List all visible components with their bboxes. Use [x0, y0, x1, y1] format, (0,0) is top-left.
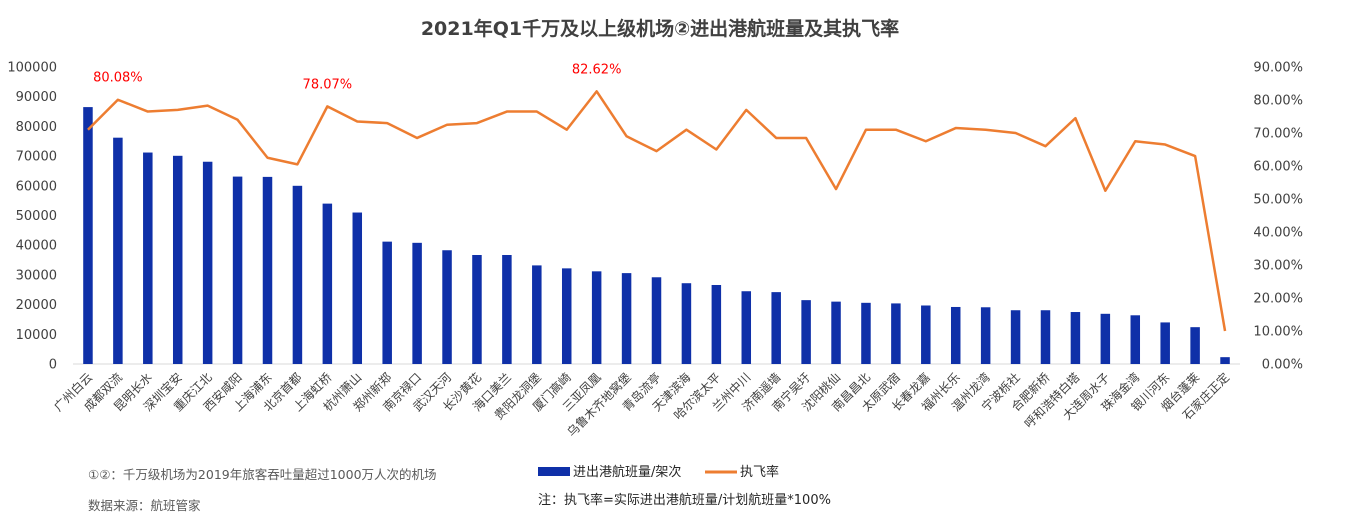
legend: 进出港航班量/架次 执飞率 — [538, 464, 779, 480]
bar — [143, 152, 153, 364]
bar — [1190, 327, 1200, 364]
bar — [771, 292, 781, 364]
bar — [1010, 310, 1021, 364]
bar — [651, 277, 662, 364]
bar — [262, 176, 273, 364]
bar — [1040, 310, 1051, 364]
data-label: 78.07% — [303, 77, 353, 92]
bar — [1220, 357, 1230, 364]
bar — [202, 161, 213, 364]
left-axis-tick-label: 80000 — [16, 120, 57, 135]
left-axis-tick-label: 10000 — [16, 328, 57, 343]
execution-rate-line — [87, 90, 1227, 332]
bar — [292, 185, 303, 364]
bar — [382, 241, 392, 364]
bar — [532, 265, 542, 364]
right-axis-tick-label: 70.00% — [1253, 127, 1303, 142]
bar — [950, 306, 961, 364]
right-axis-tick-label: 0.00% — [1262, 358, 1303, 373]
right-y-axis: 0.00% 10.00% 20.00% 30.00% 40.00% 50.00% 60.00… — [1253, 61, 1303, 373]
bar — [472, 255, 482, 364]
bar — [591, 271, 602, 364]
bar — [921, 305, 931, 364]
bar-series — [83, 107, 1230, 364]
right-axis-tick-label: 50.00% — [1253, 193, 1303, 208]
bar — [412, 242, 422, 364]
footnote-source: 数据来源：航班管家 — [88, 498, 201, 513]
right-axis-tick-label: 40.00% — [1253, 226, 1303, 241]
bar — [502, 255, 512, 364]
left-axis-tick-label: 60000 — [16, 179, 57, 194]
left-axis-tick-label: 100000 — [7, 61, 57, 76]
legend-bar-swatch — [538, 467, 570, 476]
bar — [681, 283, 692, 364]
left-axis-tick-label: 90000 — [16, 90, 57, 105]
legend-bar-label: 进出港航班量/架次 — [573, 464, 681, 480]
bar — [711, 284, 722, 364]
bar — [113, 137, 123, 364]
data-label: 80.08% — [93, 71, 143, 86]
bar — [861, 302, 871, 364]
right-axis-tick-label: 30.00% — [1253, 259, 1303, 274]
bar — [831, 301, 841, 364]
right-axis-tick-label: 10.00% — [1253, 325, 1303, 340]
footnote-definition: ①②：千万级机场为2019年旅客吞吐量超过1000万人次的机场 — [88, 467, 437, 482]
right-axis-tick-label: 20.00% — [1253, 292, 1303, 307]
data-annotations: 80.08% 78.07% 82.62% — [93, 62, 621, 92]
left-axis-tick-label: 20000 — [16, 298, 57, 313]
bar — [1160, 322, 1170, 364]
bar — [741, 291, 752, 364]
left-axis-tick-label: 40000 — [16, 239, 57, 254]
chart-title: 2021年Q1千万及以上级机场②进出港航班量及其执飞率 — [421, 17, 899, 40]
bar — [891, 303, 901, 364]
bar — [561, 268, 572, 364]
bar — [232, 176, 243, 364]
bar — [1100, 313, 1111, 364]
bar — [801, 300, 811, 364]
data-label: 82.62% — [572, 62, 622, 77]
footnote-formula: 注：执飞率=实际进出港航班量/计划航班量*100% — [538, 492, 831, 508]
left-axis-tick-label: 50000 — [16, 209, 57, 224]
bar — [352, 212, 363, 364]
bar — [172, 155, 183, 364]
bar — [83, 107, 93, 364]
line-series — [87, 90, 1227, 332]
left-axis-tick-label: 0 — [49, 358, 57, 373]
bar — [442, 250, 452, 364]
left-axis-tick-label: 30000 — [16, 268, 57, 283]
bar — [980, 307, 991, 364]
right-axis-tick-label: 90.00% — [1253, 61, 1303, 76]
bar — [1130, 315, 1141, 364]
right-axis-tick-label: 60.00% — [1253, 160, 1303, 175]
right-axis-tick-label: 80.00% — [1253, 94, 1303, 109]
left-axis-tick-label: 70000 — [16, 150, 57, 165]
x-axis-category-labels: 广州白云成都双流昆明长水深圳宝安重庆江北西安咸阳上海浦东北京首都上海虹桥杭州萧山… — [51, 370, 1233, 440]
bar — [322, 203, 333, 364]
bar — [621, 273, 632, 364]
legend-line-label: 执飞率 — [740, 464, 779, 480]
bar — [1070, 312, 1081, 364]
